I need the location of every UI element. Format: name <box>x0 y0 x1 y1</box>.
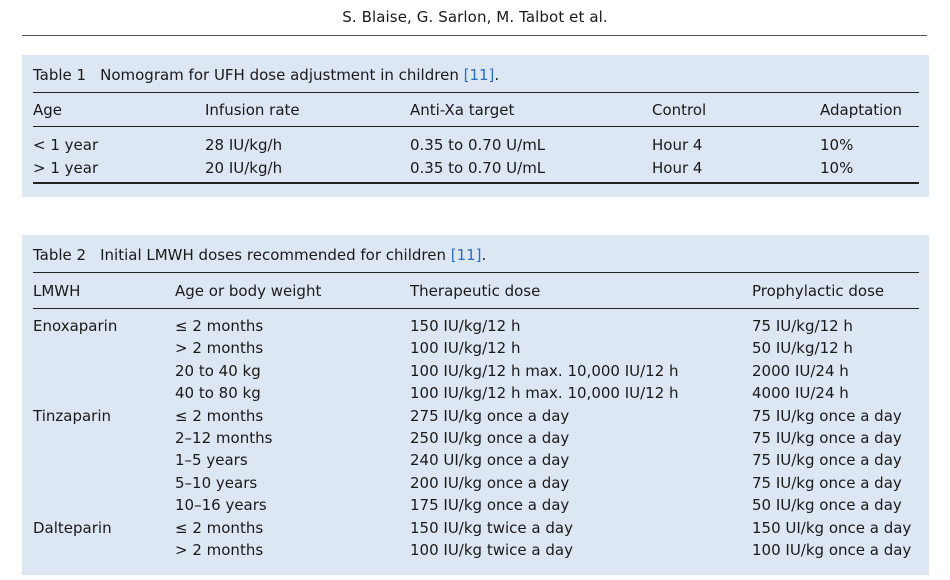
header-rule <box>22 35 927 36</box>
table-2-cell: 75 IU/kg once a day <box>752 429 902 447</box>
table-1-cell: 20 IU/kg/h <box>205 158 283 177</box>
table-2-cell: 1–5 years <box>175 451 248 470</box>
table-2-cell: 75 IU/kg once a day <box>752 451 902 470</box>
table-2-cell: 240 UI/kg once a day <box>410 451 570 470</box>
table-2-cell: 100 IU/kg/12 h max. 10,000 IU/12 h <box>410 384 679 403</box>
table-2-cell: 100 IU/kg/12 h <box>410 339 521 358</box>
table-2-caption: Table 2 Initial LMWH doses recommended fo… <box>33 246 486 264</box>
table-2-cell: 10–16 years <box>175 496 267 515</box>
table-1-caption: Table 1 Nomogram for UFH dose adjustment … <box>33 66 499 84</box>
table-1-cell: 0.35 to 0.70 U/mL <box>410 158 546 177</box>
table-1-top-rule <box>33 92 919 93</box>
table-2-cell: 175 IU/kg once a day <box>410 496 570 515</box>
table-2-cell: 75 IU/kg/12 h <box>752 317 853 335</box>
table-2-cell: 200 IU/kg once a day <box>410 473 570 492</box>
table-1-number: Table 1 <box>33 66 87 84</box>
table-2-cell: ≤ 2 months <box>175 518 264 537</box>
table-2-citation-link[interactable]: [11] <box>450 246 482 264</box>
table-2-cell: ≤ 2 months <box>175 317 264 335</box>
table-2-cell: 150 IU/kg/12 h <box>410 317 521 335</box>
table-2-cell: 50 IU/kg once a day <box>752 496 902 515</box>
table-2-cell: 275 IU/kg once a day <box>410 406 570 425</box>
table-1-cell: 28 IU/kg/h <box>205 136 283 154</box>
table-2-caption-text: Initial LMWH doses recommended for child… <box>100 246 451 264</box>
running-head: S. Blaise, G. Sarlon, M. Talbot et al. <box>342 8 608 26</box>
table-2-caption-period: . <box>481 246 487 264</box>
table-1-bottom-rule <box>33 182 919 184</box>
table-2-cell: > 2 months <box>175 339 264 358</box>
table-1-citation-link[interactable]: [11] <box>463 66 495 84</box>
table-1-cell: > 1 year <box>33 158 99 177</box>
table-1-header-cell: Anti-Xa target <box>410 101 515 119</box>
table-2-cell: Tinzaparin <box>33 406 111 425</box>
table-2-cell: Dalteparin <box>33 518 112 537</box>
table-1-header-rule <box>33 126 919 127</box>
table-2-cell: 2000 IU/24 h <box>752 361 849 380</box>
table-2-header-cell: LMWH <box>33 282 81 300</box>
table-2-cell: 5–10 years <box>175 473 258 492</box>
table-2-cell: Enoxaparin <box>33 317 118 335</box>
table-2-cell: 40 to 80 kg <box>175 384 261 403</box>
table-2-cell: 4000 IU/24 h <box>752 384 849 403</box>
table-1-cell: Hour 4 <box>652 158 703 177</box>
table-1-header-cell: Age <box>33 101 63 119</box>
table-2-top-rule <box>33 272 919 273</box>
table-1-header-cell: Control <box>652 101 707 119</box>
table-2-header-rule <box>33 308 919 309</box>
table-1-cell: 10% <box>820 136 854 154</box>
table-2: Table 2 Initial LMWH doses recommended fo… <box>22 235 929 575</box>
table-1-caption-period: . <box>494 66 500 84</box>
table-2-cell: 75 IU/kg once a day <box>752 406 902 425</box>
table-2-header-cell: Age or body weight <box>175 282 322 300</box>
table-2-cell: 100 IU/kg twice a day <box>410 541 573 559</box>
table-1-cell: Hour 4 <box>652 136 703 154</box>
table-1-cell: 0.35 to 0.70 U/mL <box>410 136 546 154</box>
table-2-cell: 150 UI/kg once a day <box>752 518 912 537</box>
table-2-number: Table 2 <box>33 246 87 264</box>
table-2-cell: 250 IU/kg once a day <box>410 429 570 447</box>
table-1-header-cell: Infusion rate <box>205 101 300 119</box>
table-2-header-cell: Therapeutic dose <box>410 282 541 300</box>
table-2-cell: 100 IU/kg/12 h max. 10,000 IU/12 h <box>410 361 679 380</box>
table-2-cell: 20 to 40 kg <box>175 361 261 380</box>
table-2-header-cell: Prophylactic dose <box>752 282 885 300</box>
table-2-cell: 150 IU/kg twice a day <box>410 518 573 537</box>
table-2-cell: 100 IU/kg once a day <box>752 541 912 559</box>
table-2-cell: 50 IU/kg/12 h <box>752 339 853 358</box>
table-2-cell: 75 IU/kg once a day <box>752 473 902 492</box>
table-1: Table 1 Nomogram for UFH dose adjustment … <box>22 55 929 197</box>
table-1-cell: 10% <box>820 158 854 177</box>
table-2-cell: ≤ 2 months <box>175 406 264 425</box>
table-1-cell: < 1 year <box>33 136 99 154</box>
table-1-caption-text: Nomogram for UFH dose adjustment in chil… <box>100 66 464 84</box>
table-1-header-cell: Adaptation <box>820 101 903 119</box>
table-2-cell: > 2 months <box>175 541 264 559</box>
table-2-cell: 2–12 months <box>175 429 273 447</box>
